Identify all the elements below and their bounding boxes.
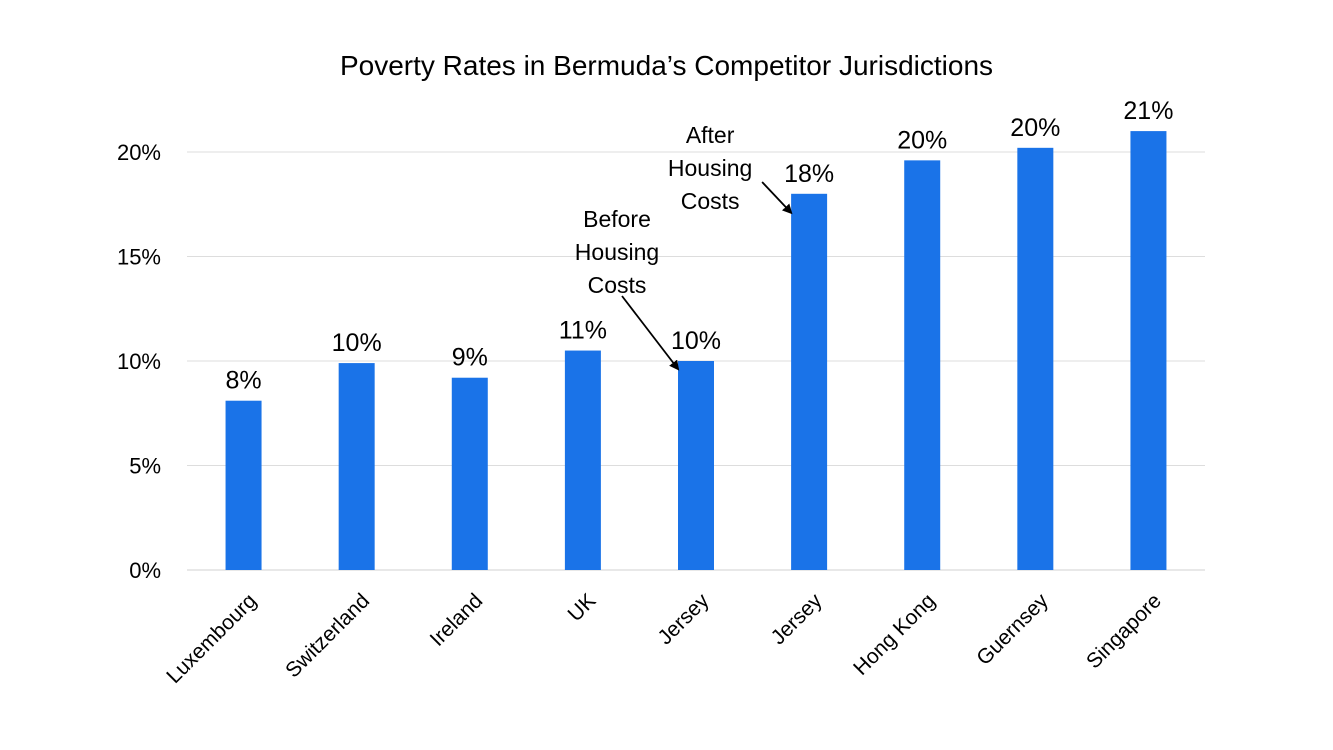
category-label: Singapore bbox=[1082, 589, 1166, 673]
data-label: 20% bbox=[1010, 114, 1060, 142]
data-label: 8% bbox=[225, 367, 261, 395]
y-axis-ticks: 0% 5% 10% 15% 20% bbox=[117, 140, 161, 583]
bar bbox=[451, 377, 488, 570]
category-label: UK bbox=[564, 589, 601, 626]
annotation-text: Before bbox=[583, 206, 651, 232]
bar bbox=[1017, 147, 1054, 570]
data-label: 9% bbox=[452, 344, 488, 372]
bar bbox=[678, 361, 714, 570]
category-label: Switzerland bbox=[281, 589, 374, 682]
bar bbox=[791, 193, 828, 571]
category-label: Guernsey bbox=[972, 589, 1053, 670]
y-tick-label: 20% bbox=[117, 140, 161, 165]
y-tick-label: 0% bbox=[129, 558, 161, 583]
category-label: Hong Kong bbox=[849, 589, 940, 680]
data-label: 20% bbox=[897, 126, 947, 154]
data-label: 18% bbox=[784, 160, 834, 188]
x-axis-categories: Luxembourg Switzerland Ireland UK Jersey Jers… bbox=[162, 589, 1166, 688]
bar bbox=[564, 350, 601, 570]
category-label: Ireland bbox=[426, 589, 488, 651]
annotation-text: After bbox=[686, 122, 735, 148]
category-label: Luxembourg bbox=[162, 589, 261, 688]
bar bbox=[338, 363, 375, 570]
annotation-text: Costs bbox=[681, 188, 740, 214]
data-label: 21% bbox=[1123, 97, 1173, 125]
chart-title: Poverty Rates in Bermuda’s Competitor Ju… bbox=[339, 50, 994, 81]
annotation-arrow bbox=[761, 181, 793, 215]
bars bbox=[225, 131, 1167, 571]
category-label: Jersey bbox=[654, 589, 714, 649]
annotations: Before Housing Costs After Housing Costs bbox=[575, 122, 793, 371]
y-tick-label: 10% bbox=[117, 349, 161, 374]
data-label: 11% bbox=[559, 317, 607, 345]
bar bbox=[904, 160, 941, 571]
bar bbox=[225, 400, 262, 570]
annotation-text: Costs bbox=[588, 272, 647, 298]
y-tick-label: 15% bbox=[117, 245, 161, 270]
bar bbox=[1130, 131, 1167, 570]
annotation-text: Housing bbox=[575, 239, 659, 265]
data-label: 10% bbox=[332, 329, 382, 357]
data-label: 10% bbox=[671, 327, 721, 355]
category-label: Jersey bbox=[767, 589, 827, 649]
y-tick-label: 5% bbox=[129, 454, 161, 479]
annotation-arrow bbox=[621, 295, 680, 371]
annotation-text: Housing bbox=[668, 155, 752, 181]
data-labels: 8% 10% 9% 11% 10% 18% 20% 20% 21% bbox=[225, 97, 1173, 395]
